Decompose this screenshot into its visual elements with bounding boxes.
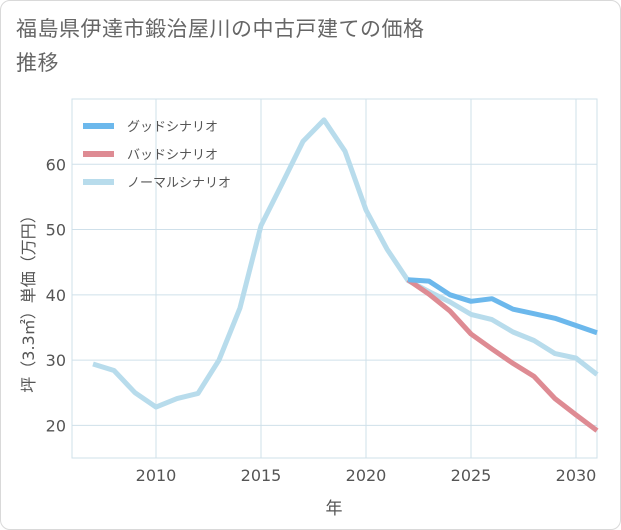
x-axis-label: 年 — [326, 499, 343, 519]
y-axis-label: 坪（3.3㎡）単価（万円） — [19, 207, 38, 392]
y-tick-label: 20 — [46, 416, 66, 435]
x-tick-label: 2010 — [136, 466, 177, 485]
legend-label: グッドシナリオ — [127, 120, 218, 135]
y-tick-label: 50 — [46, 221, 66, 240]
chart-title: 福島県伊達市鍛治屋川の中古戸建ての価格推移 — [16, 17, 425, 75]
y-axis-ticks: 20 30 40 50 60 — [46, 155, 66, 435]
series-lines — [92, 117, 599, 433]
x-tick-label: 2020 — [346, 466, 387, 485]
legend-label: ノーマルシナリオ — [127, 176, 231, 191]
x-tick-label: 2025 — [451, 466, 492, 485]
series-line-normal — [92, 117, 599, 410]
y-tick-label: 60 — [46, 155, 66, 174]
y-tick-label: 30 — [46, 351, 66, 370]
x-axis-ticks: 2010 2015 2020 2025 2030 — [136, 466, 597, 485]
series-line-good — [407, 277, 598, 336]
series-line-bad — [406, 277, 599, 433]
plot-frame — [71, 98, 598, 459]
legend-label: バッドシナリオ — [127, 148, 218, 163]
x-tick-label: 2030 — [556, 466, 597, 485]
x-tick-label: 2015 — [241, 466, 282, 485]
y-tick-label: 40 — [46, 286, 66, 305]
